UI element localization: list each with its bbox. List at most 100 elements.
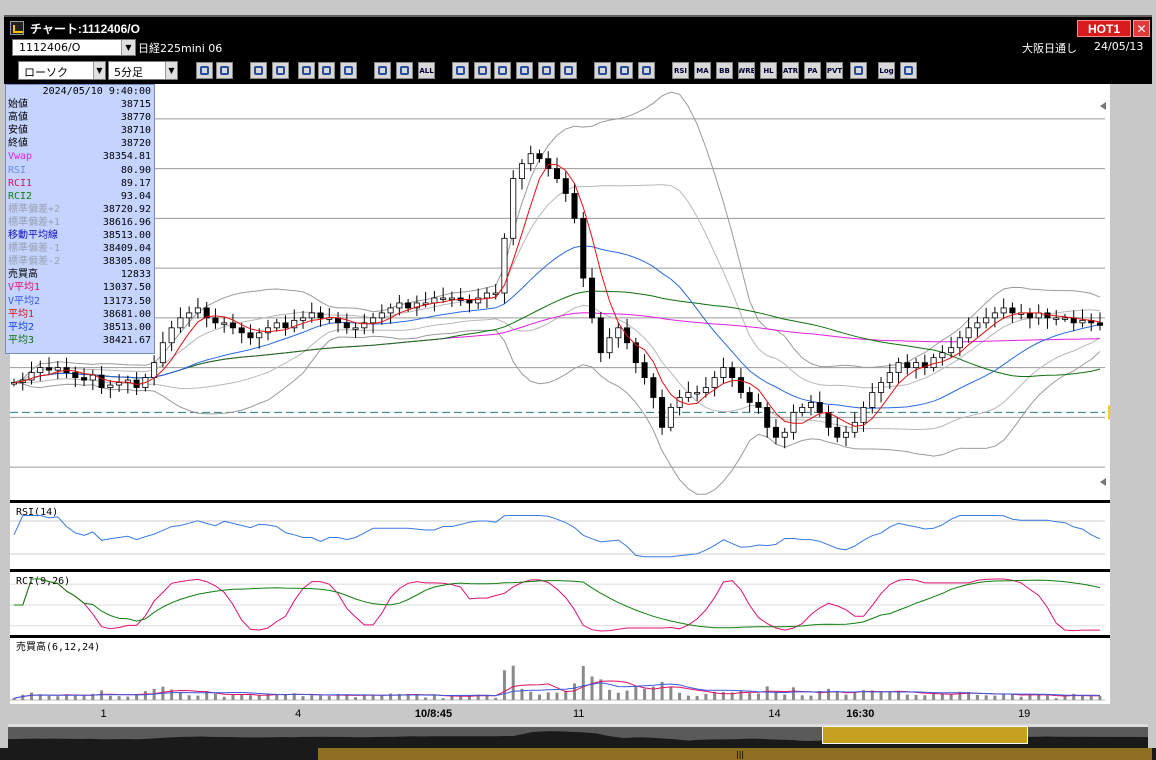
atr-icon[interactable]: ATR — [782, 62, 799, 79]
pane-divider — [10, 635, 1110, 638]
volume-bar — [853, 692, 857, 700]
scrollbar[interactable]: ||| — [0, 748, 1156, 760]
close-button[interactable]: ✕ — [1133, 20, 1150, 37]
symbol-select[interactable]: 1112406/O ▼ — [12, 39, 136, 56]
candle-d-icon[interactable] — [318, 62, 335, 79]
volume-bar — [231, 694, 235, 700]
palette-icon[interactable] — [638, 62, 655, 79]
exit-icon[interactable] — [900, 62, 917, 79]
hot1-button[interactable]: HOT1 — [1077, 20, 1131, 37]
info-label: 高値 — [8, 112, 28, 124]
chart-area[interactable]: 3810038200383003840038500386003870038800… — [10, 84, 1148, 707]
pen-icon[interactable] — [452, 62, 469, 79]
volume-bar — [546, 692, 550, 700]
candle — [702, 387, 709, 393]
volume-bar — [432, 695, 436, 700]
candle-b-icon[interactable] — [272, 62, 289, 79]
box-icon[interactable] — [850, 62, 867, 79]
info-row: RCI2 93.04 — [6, 190, 154, 203]
info-value: 38720.92 — [102, 203, 151, 215]
candle — [168, 327, 175, 344]
volume-bar — [783, 694, 787, 700]
note-icon[interactable] — [538, 62, 555, 79]
volume-bar — [704, 693, 708, 700]
zoom-icon[interactable] — [196, 62, 213, 79]
candle — [597, 317, 604, 354]
info-label: 安値 — [8, 125, 28, 137]
volume-bar — [608, 689, 612, 700]
trash-icon[interactable] — [560, 62, 577, 79]
table-icon[interactable] — [216, 62, 233, 79]
volume-bar — [529, 691, 533, 700]
navigator-thumb[interactable] — [822, 726, 1028, 744]
volume-bar — [809, 695, 813, 700]
cursor-icon[interactable] — [494, 62, 511, 79]
info-panel: 2024/05/10 9:40:00 始値 38715 高値 38770 安値 38710… — [5, 84, 155, 354]
grid-icon[interactable] — [594, 62, 611, 79]
candle — [212, 317, 219, 324]
info-row: 標準偏差-1 38409.04 — [6, 242, 154, 255]
toolbar: ローソク ▼ 5分足 ▼ ALL RSI MA BB WRE HL ATR PA PVT Log — [4, 58, 1152, 84]
log-icon[interactable]: Log — [878, 62, 895, 79]
chevron-down-icon[interactable]: ▼ — [121, 40, 135, 55]
b2-icon[interactable] — [396, 62, 413, 79]
volume-bar — [1063, 696, 1067, 700]
volume-bar — [748, 693, 752, 700]
volume-bar — [897, 691, 901, 700]
gray-icon[interactable] — [340, 62, 357, 79]
candle — [247, 332, 254, 339]
ma-icon[interactable]: MA — [694, 62, 711, 79]
bb-icon[interactable]: BB — [716, 62, 733, 79]
info-row: RSI 80.90 — [6, 164, 154, 177]
candle — [299, 317, 307, 321]
candle — [851, 421, 858, 433]
pvt-icon[interactable]: PVT — [826, 62, 843, 79]
info-row: 売買高 12833 — [6, 268, 154, 281]
candle — [466, 300, 473, 304]
grip-icon[interactable]: ||| — [736, 750, 745, 759]
candle-c-icon[interactable] — [298, 62, 315, 79]
line-icon[interactable] — [474, 62, 491, 79]
candle — [825, 411, 832, 428]
candle — [431, 297, 438, 304]
volume-bar — [730, 692, 734, 700]
candle — [878, 382, 885, 393]
candle — [264, 327, 272, 334]
rsi-icon[interactable]: RSI — [672, 62, 689, 79]
symbol-bar: 1112406/O ▼ 日経225mini 06 大阪日通し 24/05/13 — [4, 38, 1152, 58]
tool-icon[interactable] — [616, 62, 633, 79]
chevron-down-icon[interactable]: ▼ — [93, 62, 105, 79]
wre-icon[interactable]: WRE — [738, 62, 755, 79]
all-icon[interactable]: ALL — [418, 62, 435, 79]
candle — [317, 312, 324, 319]
info-row: 標準偏差-2 38305.08 — [6, 255, 154, 268]
interval-select[interactable]: 5分足 ▼ — [108, 61, 178, 80]
chart-type-select[interactable]: ローソク ▼ — [18, 61, 106, 80]
bollinger-lower2 — [13, 329, 1101, 495]
b1-icon[interactable] — [374, 62, 391, 79]
pa-icon[interactable]: PA — [804, 62, 821, 79]
candle — [904, 362, 911, 369]
volume-bar — [380, 695, 384, 700]
title-bar[interactable]: チャート:1112406/O HOT1 ✕ — [4, 15, 1152, 38]
scroll-up-icon — [1100, 102, 1106, 110]
info-row: 標準偏差+1 38616.96 — [6, 216, 154, 229]
info-value: 13173.50 — [102, 295, 151, 307]
candle — [799, 407, 806, 413]
info-row: Vwap 38354.81 — [6, 150, 154, 163]
info-value: 93.04 — [120, 190, 151, 202]
candle-a-icon[interactable] — [250, 62, 267, 79]
volume-bar — [984, 695, 988, 700]
volume-bar — [520, 688, 524, 700]
hl-icon[interactable]: HL — [760, 62, 777, 79]
chevron-down-icon[interactable]: ▼ — [165, 62, 177, 79]
price-chart[interactable]: 3810038200383003840038500386003870038800… — [10, 84, 1148, 707]
volume-bar — [1002, 693, 1006, 700]
cut-icon[interactable] — [516, 62, 533, 79]
info-row: 安値 38710 — [6, 124, 154, 137]
scrollbar-thumb[interactable] — [318, 748, 1152, 760]
candle — [72, 372, 79, 378]
candle — [816, 402, 823, 413]
volume-bar — [651, 686, 655, 700]
volume-bar — [1028, 694, 1032, 700]
